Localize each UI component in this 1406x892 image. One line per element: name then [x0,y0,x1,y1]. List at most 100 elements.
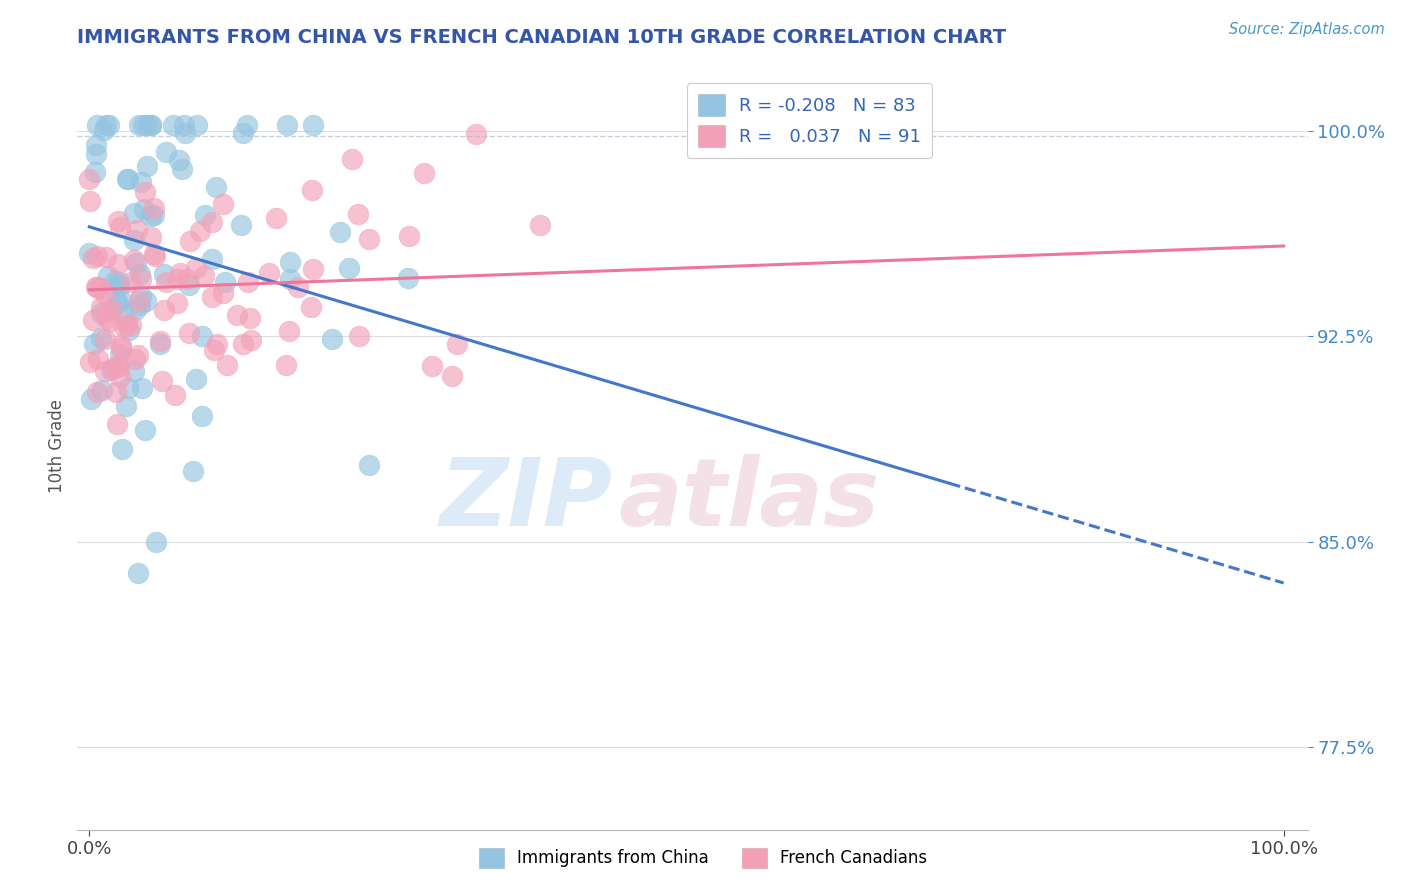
Point [80,392,103,406]
Point [162,119,184,133]
Point [97,268,120,283]
Point [96,310,118,325]
Point [193,268,215,283]
Point [238,275,260,289]
Legend: R = -0.208   N = 83, R =   0.037   N = 91: R = -0.208 N = 83, R = 0.037 N = 91 [686,83,932,158]
Point [124,351,146,366]
Point [155,276,177,290]
Point [82,313,104,327]
Point [179,235,201,249]
Point [79,355,101,369]
Point [141,119,163,133]
Point [108,369,131,384]
Point [104,274,127,288]
Point [143,246,166,260]
Point [177,278,200,293]
Point [136,160,159,174]
Point [359,458,381,472]
Point [177,326,200,340]
Text: atlas: atlas [619,454,880,546]
Point [136,119,159,133]
Point [329,225,352,239]
Point [321,332,343,346]
Point [101,301,124,316]
Point [128,294,150,309]
Point [117,381,139,395]
Point [131,381,153,395]
Point [202,343,225,357]
Point [274,358,297,372]
Point [173,119,195,133]
Point [107,257,129,271]
Point [86,249,108,263]
Point [122,364,145,378]
Point [225,308,247,322]
Point [90,306,112,320]
Y-axis label: 10th Grade: 10th Grade [48,399,66,493]
Point [135,293,157,308]
Point [396,271,419,285]
Point [153,267,176,281]
Point [170,161,193,176]
Point [152,302,174,317]
Point [86,280,108,294]
Point [94,363,117,377]
Point [191,409,214,424]
Point [132,119,155,133]
Point [108,360,131,375]
Point [215,358,238,372]
Point [398,229,420,244]
Point [188,224,211,238]
Point [79,194,101,208]
Point [125,223,148,237]
Point [413,166,436,180]
Point [120,318,142,333]
Point [149,337,172,351]
Point [111,442,134,457]
Point [86,384,108,399]
Text: ZIP: ZIP [440,454,613,546]
Point [134,423,156,437]
Point [117,172,139,186]
Point [339,260,361,275]
Point [110,338,132,352]
Point [90,331,112,345]
Point [359,231,381,245]
Point [98,314,121,328]
Point [529,218,551,232]
Point [112,320,135,334]
Point [132,202,155,216]
Point [201,215,224,229]
Point [169,266,191,280]
Point [148,334,170,348]
Point [141,119,163,133]
Point [301,183,323,197]
Point [107,358,129,372]
Point [77,171,100,186]
Point [134,185,156,199]
Point [93,123,115,137]
Point [239,311,262,326]
Point [107,214,129,228]
Point [201,290,224,304]
Point [422,359,444,374]
Point [129,289,152,303]
Point [105,293,128,308]
Point [184,261,207,276]
Legend: Immigrants from China, French Canadians: Immigrants from China, French Canadians [472,841,934,875]
Point [264,211,287,226]
Point [117,317,139,331]
Point [278,324,301,338]
Point [176,272,198,286]
Point [145,534,167,549]
Point [163,388,186,402]
Point [105,417,128,431]
Point [104,384,127,399]
Point [299,300,322,314]
Point [114,308,136,322]
Point [212,286,235,301]
Point [108,275,131,289]
Point [84,279,107,293]
Point [167,271,190,285]
Point [108,347,131,361]
